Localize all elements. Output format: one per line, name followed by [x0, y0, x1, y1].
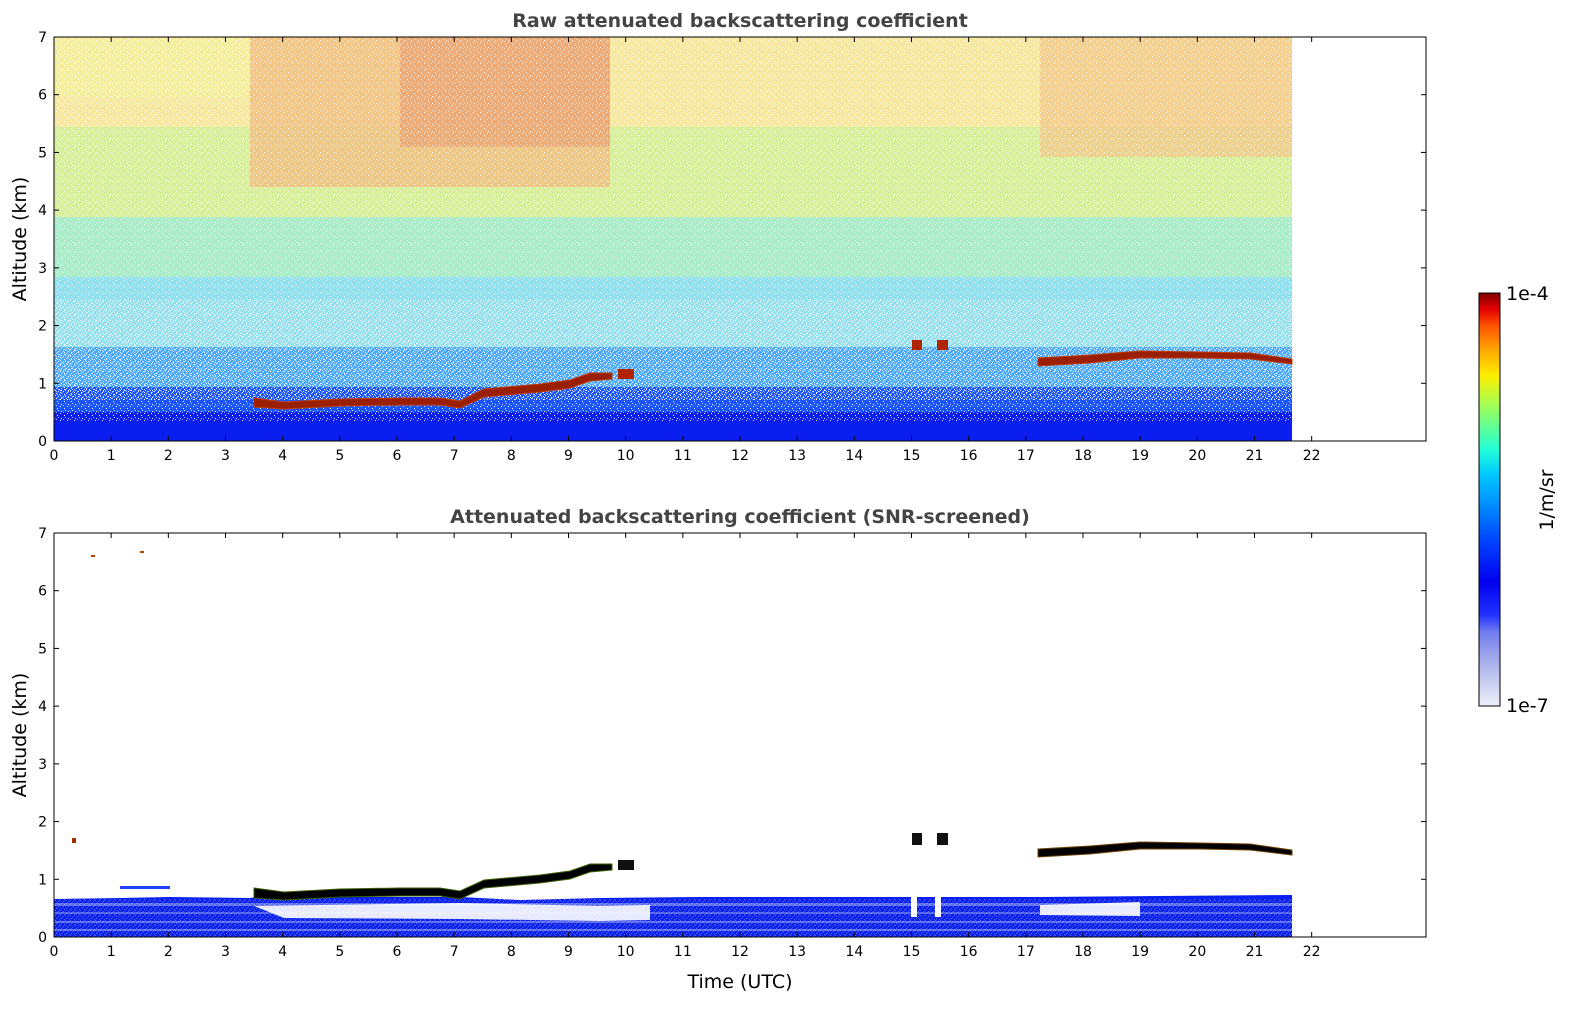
x-tick-label: 15 [903, 448, 921, 464]
x-tick-label: 1 [107, 944, 116, 960]
x-tick-label: 12 [731, 448, 749, 464]
y-tick-label: 4 [38, 699, 47, 715]
x-tick-label: 10 [617, 944, 635, 960]
x-tick-label: 21 [1246, 448, 1264, 464]
colorbar-max-label: 1e-4 [1506, 283, 1549, 305]
x-tick-label: 7 [450, 944, 459, 960]
raw-x-ticks: 0 1 2 3 4 5 6 7 8 9 10 11 12 13 14 15 16 17 18 19 20 21 22 [50, 37, 1321, 464]
screened-backscatter-panel: Attenuated backscattering coefficient (S… [9, 506, 1427, 993]
x-tick-label: 10 [617, 448, 635, 464]
screened-backscatter-heatmap [54, 551, 1293, 937]
x-tick-label: 21 [1246, 944, 1264, 960]
x-tick-label: 16 [960, 944, 978, 960]
x-tick-label: 0 [50, 448, 59, 464]
x-tick-label: 9 [564, 944, 573, 960]
y-tick-label: 1 [38, 872, 47, 888]
x-tick-label: 22 [1303, 448, 1321, 464]
x-tick-label: 18 [1074, 448, 1092, 464]
x-tick-label: 8 [507, 448, 516, 464]
x-tick-label: 19 [1131, 448, 1149, 464]
x-tick-label: 4 [278, 944, 287, 960]
screened-x-ticks: 0 1 2 3 4 5 6 7 8 9 10 11 12 13 14 15 16 17 18 19 20 21 22 [50, 533, 1321, 960]
y-tick-label: 3 [38, 261, 47, 277]
x-tick-label: 13 [788, 944, 806, 960]
raw-panel-title: Raw attenuated backscattering coefficien… [512, 10, 968, 32]
x-tick-label: 5 [335, 448, 344, 464]
x-tick-label: 11 [674, 448, 692, 464]
x-tick-label: 6 [393, 448, 402, 464]
screened-panel-y-axis-label: Altitude (km) [9, 673, 31, 798]
y-tick-label: 2 [38, 815, 47, 831]
x-tick-label: 2 [164, 944, 173, 960]
y-tick-label: 5 [38, 641, 47, 657]
x-tick-label: 13 [788, 448, 806, 464]
y-tick-label: 7 [38, 30, 47, 46]
raw-y-ticks: 0 1 2 3 4 5 6 7 [38, 30, 1426, 450]
y-tick-label: 0 [38, 930, 47, 946]
x-tick-label: 6 [393, 944, 402, 960]
colorbar-unit-label: 1/m/sr [1536, 469, 1558, 530]
y-tick-label: 7 [38, 526, 47, 542]
x-tick-label: 22 [1303, 944, 1321, 960]
x-tick-label: 4 [278, 448, 287, 464]
x-tick-label: 17 [1017, 448, 1035, 464]
x-tick-label: 0 [50, 944, 59, 960]
x-tick-label: 15 [903, 944, 921, 960]
y-tick-label: 1 [38, 376, 47, 392]
y-tick-label: 3 [38, 757, 47, 773]
y-tick-label: 4 [38, 203, 47, 219]
x-tick-label: 9 [564, 448, 573, 464]
x-tick-label: 3 [221, 448, 230, 464]
x-tick-label: 7 [450, 448, 459, 464]
x-tick-label: 16 [960, 448, 978, 464]
screened-y-ticks: 0 1 2 3 4 5 6 7 [38, 526, 1426, 946]
x-tick-label: 8 [507, 944, 516, 960]
y-tick-label: 2 [38, 319, 47, 335]
raw-backscatter-panel: Raw attenuated backscattering coefficien… [9, 10, 1427, 464]
x-tick-label: 1 [107, 448, 116, 464]
x-tick-label: 17 [1017, 944, 1035, 960]
colorbar-min-label: 1e-7 [1506, 695, 1549, 717]
x-tick-label: 14 [845, 944, 863, 960]
x-tick-label: 20 [1188, 448, 1206, 464]
raw-backscatter-heatmap [54, 37, 1293, 441]
screened-panel-title: Attenuated backscattering coefficient (S… [450, 506, 1030, 528]
x-tick-label: 2 [164, 448, 173, 464]
x-tick-label: 20 [1188, 944, 1206, 960]
x-axis-label: Time (UTC) [686, 971, 792, 993]
y-tick-label: 6 [38, 584, 47, 600]
x-tick-label: 12 [731, 944, 749, 960]
raw-panel-y-axis-label: Altitude (km) [9, 177, 31, 302]
colorbar: 1e-4 1e-7 1/m/sr [1478, 283, 1558, 717]
x-tick-label: 3 [221, 944, 230, 960]
x-tick-label: 5 [335, 944, 344, 960]
y-tick-label: 6 [38, 88, 47, 104]
x-tick-label: 11 [674, 944, 692, 960]
x-tick-label: 14 [845, 448, 863, 464]
colorbar-gradient [1478, 292, 1501, 707]
screened-plot-frame [53, 532, 1427, 938]
x-tick-label: 18 [1074, 944, 1092, 960]
y-tick-label: 5 [38, 145, 47, 161]
y-tick-label: 0 [38, 434, 47, 450]
x-tick-label: 19 [1131, 944, 1149, 960]
